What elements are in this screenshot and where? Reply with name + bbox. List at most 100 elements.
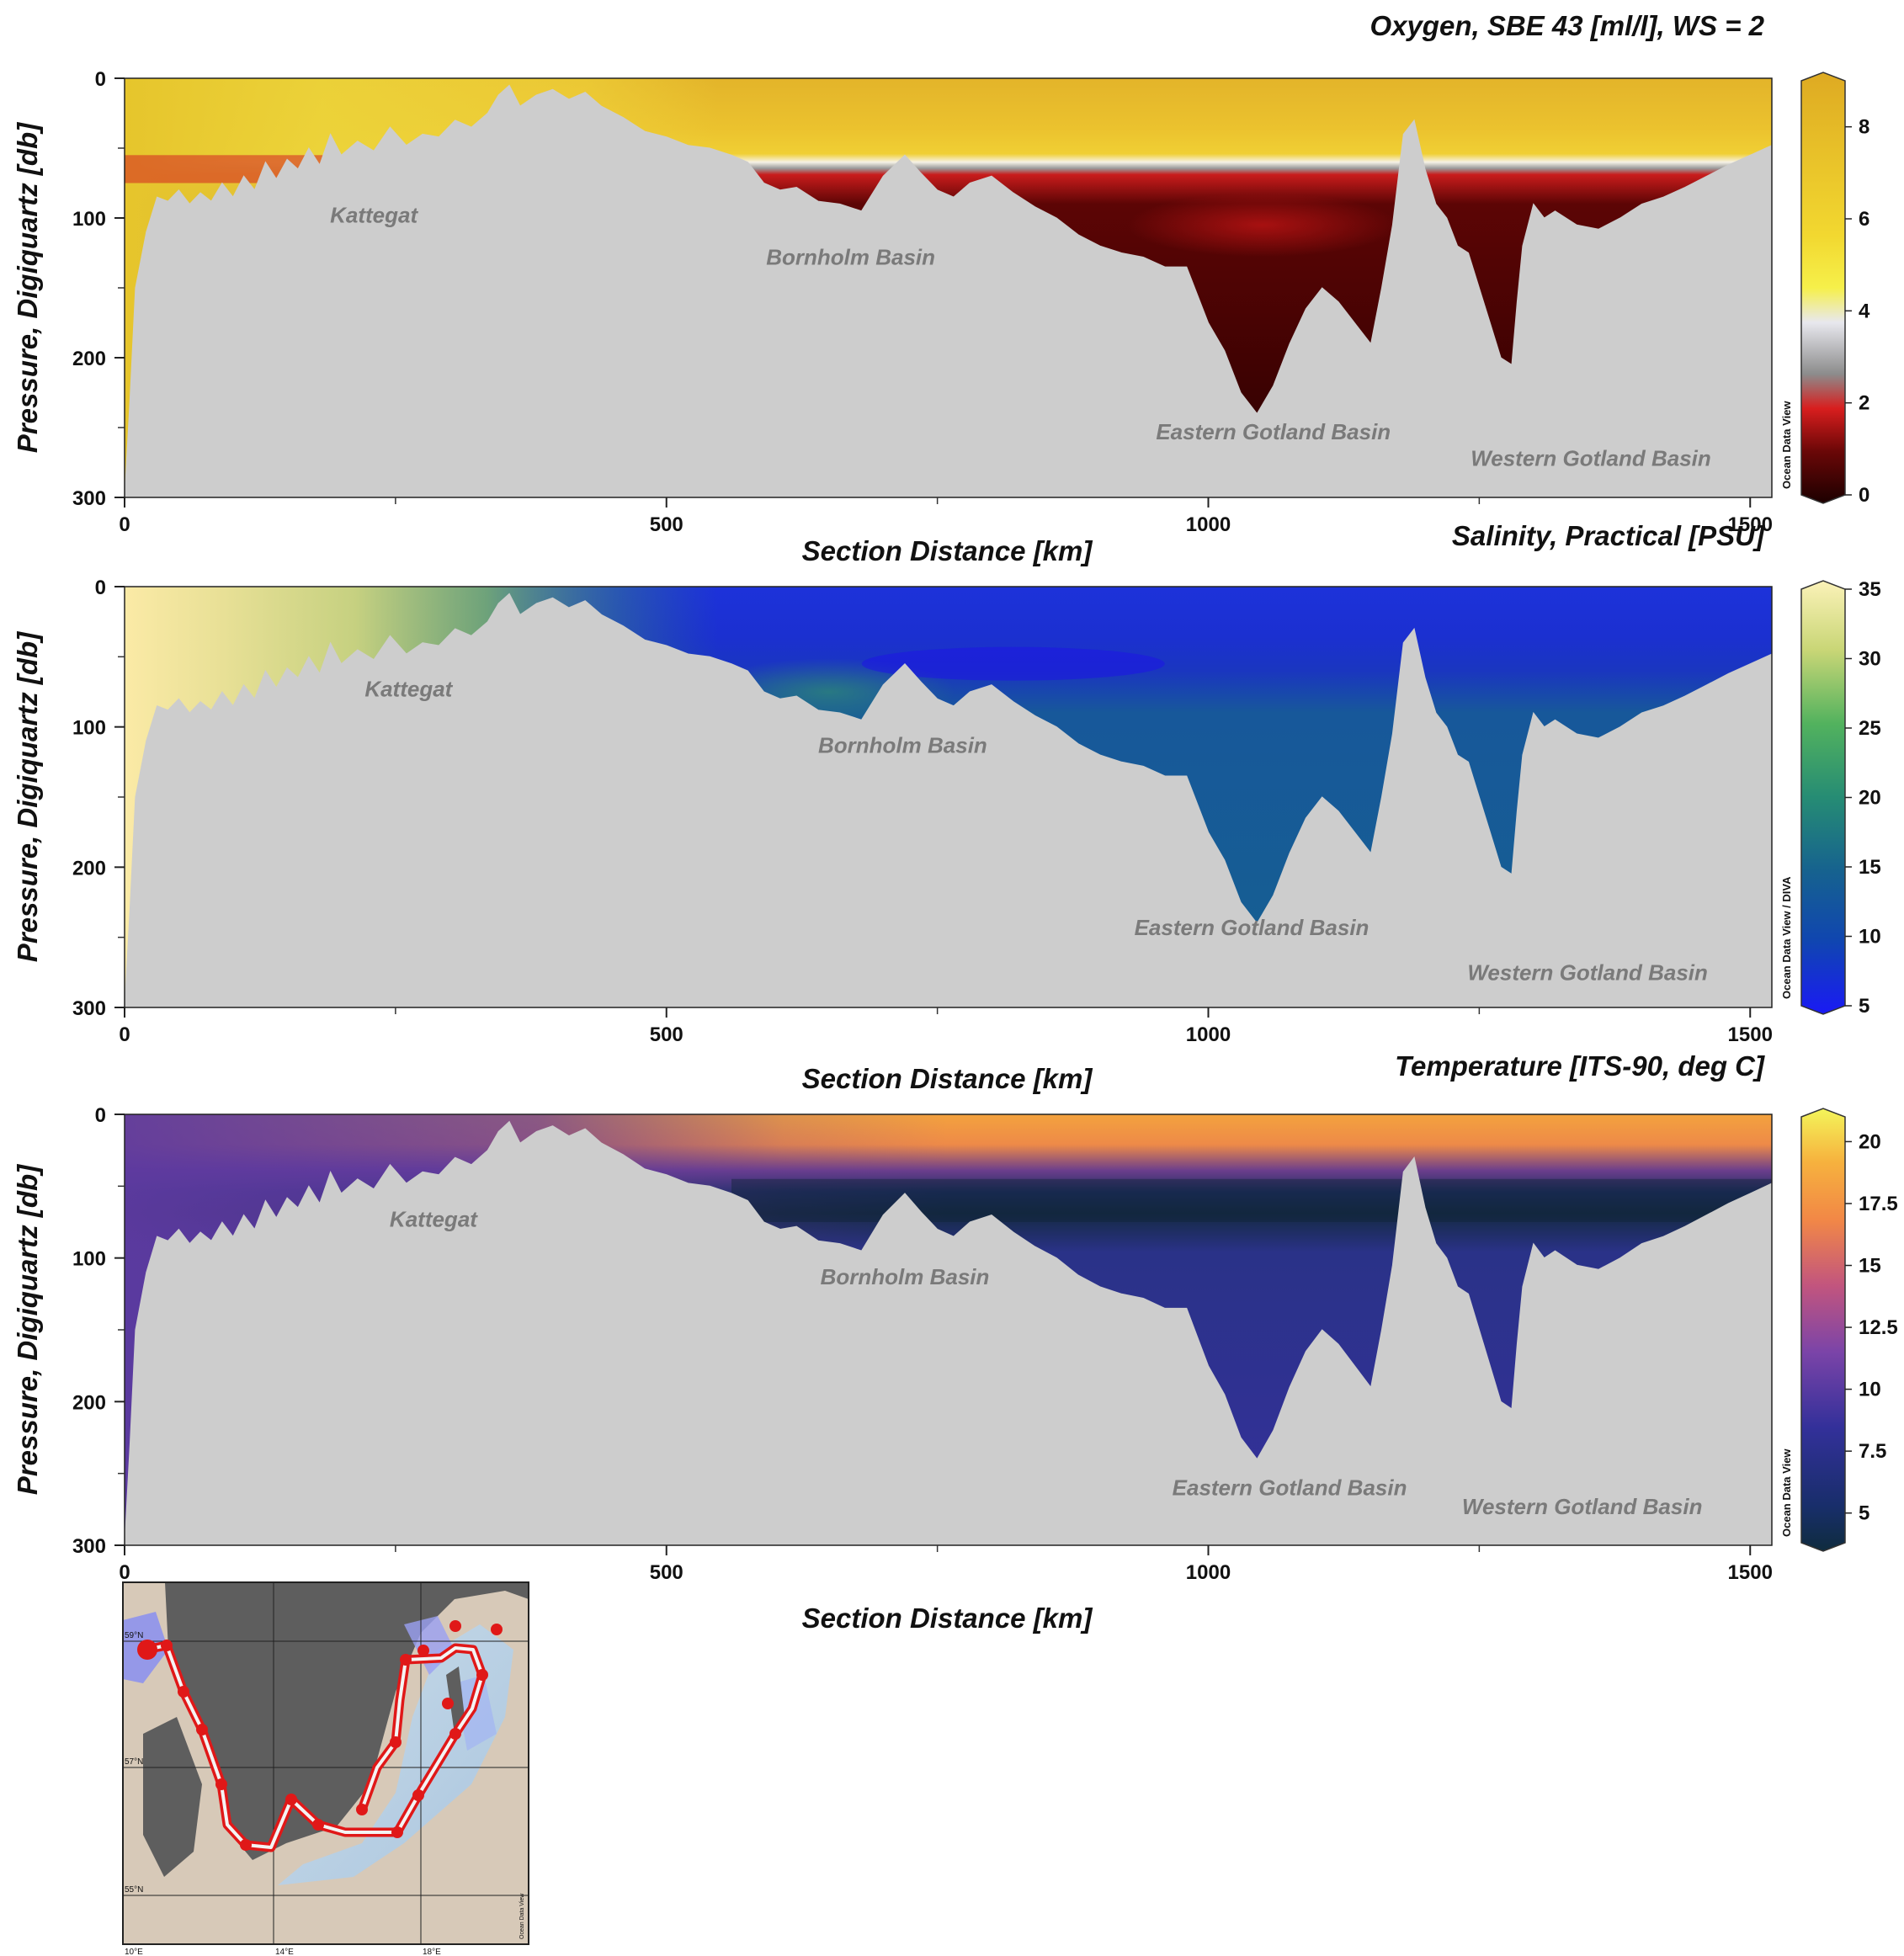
x-tick-label: 1000 (1186, 1561, 1231, 1584)
station-marker (356, 1804, 368, 1815)
station-marker (412, 1789, 424, 1801)
chart-title: Temperature [ITS-90, deg C] (1395, 1050, 1765, 1082)
station-marker (196, 1724, 208, 1735)
plot-area (125, 78, 1772, 497)
colorbar (1800, 1108, 1846, 1552)
basin-annotation: Western Gotland Basin (1471, 446, 1711, 471)
station-marker (417, 1645, 429, 1656)
plot-area (125, 1114, 1772, 1545)
station-marker (178, 1686, 189, 1698)
colorbar-tick-label: 20 (1859, 1130, 1881, 1153)
y-tick-label: 300 (72, 997, 106, 1020)
y-tick-label: 200 (72, 1391, 106, 1414)
x-axis-label: Section Distance [km] (802, 535, 1093, 566)
basin-annotation: Western Gotland Basin (1462, 1494, 1703, 1519)
map-lon-label: 14°E (275, 1948, 294, 1956)
x-tick-label: 0 (119, 1023, 130, 1046)
colorbar-tick-label: 8 (1859, 116, 1869, 139)
colorbar-tick-label: 2 (1859, 392, 1869, 415)
basin-annotation: Kattegat (390, 1207, 478, 1232)
chart-title: Oxygen, SBE 43 [ml/l], WS = 2 (1369, 10, 1764, 41)
y-axis-label: Pressure, Digiquartz [db] (12, 1164, 43, 1495)
x-tick-label: 500 (650, 1561, 683, 1584)
station-marker (476, 1669, 488, 1681)
colorbar-tick-label: 17.5 (1859, 1193, 1898, 1215)
chart-panel-2: 0 500 1000 1500 0 100 200 300 Section Distance [… (12, 520, 1881, 1094)
station-marker (400, 1654, 412, 1666)
salinity-fresh-core (861, 646, 1165, 681)
basin-annotation: Eastern Gotland Basin (1156, 419, 1391, 444)
colorbar-tick-label: 10 (1859, 1379, 1881, 1401)
colorbar-tick-label: 5 (1859, 1502, 1869, 1525)
seafloor (125, 1120, 1772, 1545)
oxygen-lens (1127, 193, 1397, 258)
y-tick-label: 100 (72, 1248, 106, 1271)
colorbar-tick-label: 4 (1859, 300, 1870, 322)
y-tick-label: 200 (72, 348, 106, 370)
map-lat-label: 59°N (125, 1631, 143, 1640)
colorbar (1800, 580, 1846, 1015)
station-marker (161, 1640, 173, 1651)
colorbar-tick-label: 30 (1859, 648, 1881, 671)
x-tick-label: 1500 (1728, 513, 1773, 536)
basin-annotation: Bornholm Basin (818, 732, 987, 757)
basin-annotation: Kattegat (364, 677, 453, 702)
station-marker (449, 1620, 461, 1632)
colorbar-tick-label: 10 (1859, 926, 1881, 949)
map-island-denmark (143, 1717, 202, 1877)
colorbar-tick-label: 25 (1859, 717, 1881, 740)
colorbar-tick-label: 15 (1859, 1255, 1881, 1278)
station-marker (442, 1698, 454, 1709)
map-body (123, 1582, 529, 1944)
colorbar-tick-label: 5 (1859, 995, 1869, 1018)
seafloor (125, 84, 1772, 497)
station-marker (215, 1778, 227, 1790)
x-axis-label: Section Distance [km] (802, 1603, 1093, 1634)
y-tick-label: 200 (72, 857, 106, 880)
x-tick-label: 500 (650, 513, 683, 536)
station-marker (390, 1736, 402, 1748)
credit-label: Ocean Data View (1780, 401, 1793, 489)
map-sea-shallow (123, 1582, 529, 1944)
x-tick-label: 1500 (1728, 1561, 1773, 1584)
seafloor (125, 593, 1772, 1007)
cruise-track-inner (149, 1644, 484, 1849)
basin-annotation: Bornholm Basin (766, 244, 935, 269)
y-tick-label: 300 (72, 487, 106, 510)
chart-panel-1: 0 500 1000 1500 0 100 200 300 Section Distance [… (12, 10, 1870, 566)
basin-annotation: Kattegat (330, 203, 418, 228)
station-marker (491, 1624, 503, 1635)
map-lon-label: 18°E (423, 1948, 441, 1956)
station-marker (449, 1728, 461, 1740)
map-credit: Ocean Data View (519, 1893, 525, 1939)
map-gotland-deep (455, 1675, 497, 1751)
x-tick-label: 500 (650, 1023, 683, 1046)
station-marker (137, 1640, 157, 1660)
x-axis-label: Section Distance [km] (802, 1063, 1093, 1094)
credit-label: Ocean Data View (1780, 1448, 1793, 1537)
basin-annotation: Bornholm Basin (821, 1264, 990, 1289)
map-island-gotland (446, 1666, 465, 1734)
station-marker (240, 1839, 252, 1851)
y-axis-label: Pressure, Digiquartz [db] (12, 631, 43, 962)
colorbar-tick-label: 7.5 (1859, 1440, 1886, 1463)
map-frame (122, 1581, 529, 1945)
y-tick-label: 0 (95, 68, 106, 91)
map-lat-label: 55°N (125, 1885, 143, 1895)
x-tick-label: 1000 (1186, 1023, 1231, 1046)
station-marker (312, 1819, 324, 1831)
colorbar-tick-label: 15 (1859, 856, 1881, 879)
colorbar-tick-label: 12.5 (1859, 1316, 1898, 1339)
basin-annotation: Eastern Gotland Basin (1173, 1475, 1407, 1501)
colorbar-tick-label: 0 (1859, 484, 1869, 507)
plot-area (125, 587, 1772, 1007)
credit-label: Ocean Data View / DIVA (1780, 876, 1793, 999)
map-lat-label: 57°N (125, 1757, 143, 1767)
y-tick-label: 100 (72, 208, 106, 231)
y-tick-label: 0 (95, 577, 106, 599)
x-tick-label: 0 (119, 513, 130, 536)
y-tick-label: 300 (72, 1535, 106, 1558)
